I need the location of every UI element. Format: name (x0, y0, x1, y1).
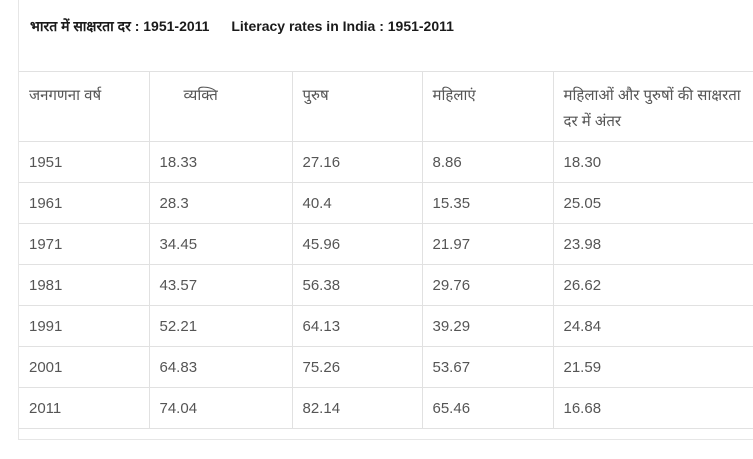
cell-persons: 64.83 (148, 346, 293, 388)
cell-persons: 52.21 (148, 305, 293, 347)
cell-gap: 18.30 (552, 141, 753, 183)
cell-persons: 74.04 (148, 387, 293, 429)
caption-english: Literacy rates in India : 1951-2011 (231, 18, 454, 34)
cell-year: 1961 (19, 182, 150, 224)
table-row: 1981 43.57 56.38 29.76 26.62 (19, 264, 753, 306)
cell-persons: 43.57 (148, 264, 293, 306)
cell-gap: 26.62 (552, 264, 753, 306)
cell-year: 1981 (19, 264, 150, 306)
cell-males: 75.26 (291, 346, 423, 388)
table-row: 1961 28.3 40.4 15.35 25.05 (19, 182, 753, 224)
cell-persons: 34.45 (148, 223, 293, 265)
cell-year: 1991 (19, 305, 150, 347)
header-gender-gap: महिलाओं और पुरुषों की साक्षरता दर में अं… (552, 71, 753, 142)
cell-year: 1971 (19, 223, 150, 265)
table-row: 1991 52.21 64.13 39.29 24.84 (19, 305, 753, 347)
cell-males: 40.4 (291, 182, 423, 224)
cell-females: 53.67 (421, 346, 554, 388)
cell-gap: 16.68 (552, 387, 753, 429)
cell-males: 82.14 (291, 387, 423, 429)
cell-females: 8.86 (421, 141, 554, 183)
header-females: महिलाएं (421, 71, 554, 142)
literacy-table: जनगणना वर्ष व्यक्ति पुरुष महिलाएं महिलाओ… (19, 71, 753, 429)
table-row: 2001 64.83 75.26 53.67 21.59 (19, 346, 753, 388)
cell-females: 39.29 (421, 305, 554, 347)
cell-females: 21.97 (421, 223, 554, 265)
cell-males: 56.38 (291, 264, 423, 306)
cell-year: 2001 (19, 346, 150, 388)
cell-males: 64.13 (291, 305, 423, 347)
cell-females: 65.46 (421, 387, 554, 429)
cell-males: 27.16 (291, 141, 423, 183)
header-census-year: जनगणना वर्ष (19, 71, 150, 142)
cell-gap: 23.98 (552, 223, 753, 265)
cell-gap: 25.05 (552, 182, 753, 224)
cell-persons: 28.3 (148, 182, 293, 224)
cell-gap: 21.59 (552, 346, 753, 388)
table-row: 2011 74.04 82.14 65.46 16.68 (19, 387, 753, 429)
table-header-row: जनगणना वर्ष व्यक्ति पुरुष महिलाएं महिलाओ… (19, 71, 753, 142)
caption-hindi: भारत में साक्षरता दर : 1951-2011 (30, 18, 210, 34)
cell-year: 2011 (19, 387, 150, 429)
cell-year: 1951 (19, 141, 150, 183)
table-caption: भारत में साक्षरता दर : 1951-2011 Literac… (30, 17, 454, 36)
header-males: पुरुष (291, 71, 423, 142)
content-frame (18, 0, 753, 440)
table-row: 1971 34.45 45.96 21.97 23.98 (19, 223, 753, 265)
table-row: 1951 18.33 27.16 8.86 18.30 (19, 141, 753, 183)
cell-females: 29.76 (421, 264, 554, 306)
cell-males: 45.96 (291, 223, 423, 265)
cell-females: 15.35 (421, 182, 554, 224)
header-persons: व्यक्ति (148, 71, 293, 142)
cell-gap: 24.84 (552, 305, 753, 347)
cell-persons: 18.33 (148, 141, 293, 183)
